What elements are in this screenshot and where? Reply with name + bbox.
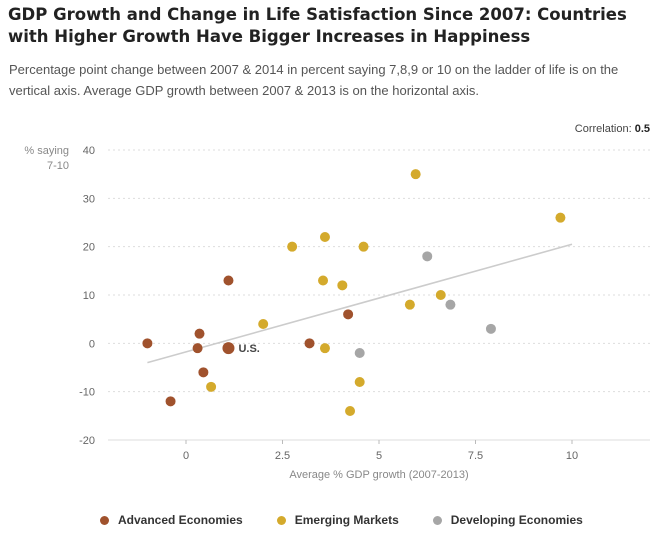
point-advanced: [192, 343, 203, 354]
legend-label-advanced: Advanced Economies: [118, 513, 243, 527]
point-advanced: [142, 338, 153, 349]
point-advanced: [223, 275, 234, 286]
point-developing: [445, 299, 456, 310]
chart-legend: Advanced Economies Emerging Markets Deve…: [100, 513, 583, 527]
point-developing: [422, 251, 433, 262]
point-advanced: [343, 309, 354, 320]
y-tick-label: 10: [83, 290, 95, 302]
point-emerging: [410, 169, 421, 180]
y-tick-label: 20: [83, 242, 95, 254]
point-emerging: [287, 241, 298, 252]
point-emerging: [404, 299, 415, 310]
correlation-value: 0.5: [634, 123, 650, 135]
correlation-label: Correlation:: [574, 123, 632, 135]
x-axis-title: Average % GDP growth (2007-2013): [289, 469, 468, 481]
point-emerging: [319, 232, 330, 242]
point-emerging: [435, 290, 446, 300]
point-developing: [485, 323, 496, 334]
point-emerging: [206, 381, 217, 392]
x-tick-label: 5: [376, 450, 382, 462]
point-emerging: [354, 377, 365, 387]
legend-item-emerging: Emerging Markets: [276, 513, 399, 527]
y-axis-title: % saying: [24, 145, 69, 157]
x-tick-label: 7.5: [468, 450, 483, 462]
scatter-chart: 40 30 20 10 0 -10 -20 % saying 7-10 0 2.5 5 7.5 10 Ave…: [24, 145, 650, 481]
correlation-readout: Correlation: 0.5: [575, 123, 650, 135]
legend-swatch-emerging: [276, 515, 286, 525]
y-tick-label: 0: [89, 338, 95, 350]
chart-title: GDP Growth and Change in Life Satisfacti…: [8, 5, 627, 46]
chart-subtitle: Percentage point change between 2007 & 2…: [9, 62, 619, 98]
point-emerging: [318, 275, 329, 286]
point-emerging: [345, 406, 356, 416]
point-label-us: U.S.: [238, 343, 259, 355]
y-tick-label: -10: [79, 387, 95, 399]
point-emerging: [319, 343, 330, 354]
legend-item-advanced: Advanced Economies: [100, 513, 243, 527]
point-advanced: [198, 367, 209, 378]
legend-item-developing: Developing Economies: [432, 513, 583, 527]
point-advanced: [194, 328, 205, 339]
legend-swatch-advanced: [100, 515, 109, 525]
y-axis-title: 7-10: [47, 160, 69, 172]
point-advanced: [165, 396, 176, 407]
point-emerging: [358, 241, 369, 252]
x-tick-label: 2.5: [275, 450, 290, 462]
point-advanced-us: [222, 342, 235, 355]
legend-label-developing: Developing Economies: [450, 513, 583, 527]
y-tick-label: 30: [83, 193, 95, 205]
legend-swatch-developing: [432, 515, 442, 525]
x-tick-label: 0: [183, 450, 189, 462]
legend-label-emerging: Emerging Markets: [294, 513, 399, 527]
point-emerging: [337, 280, 348, 291]
point-emerging: [555, 212, 566, 223]
x-tick-label: 10: [566, 450, 578, 462]
point-developing: [354, 348, 365, 358]
point-emerging: [258, 319, 269, 329]
y-tick-label: -20: [79, 435, 95, 447]
trend-line: [147, 243, 573, 364]
y-tick-label: 40: [83, 145, 95, 157]
point-advanced: [304, 338, 315, 349]
